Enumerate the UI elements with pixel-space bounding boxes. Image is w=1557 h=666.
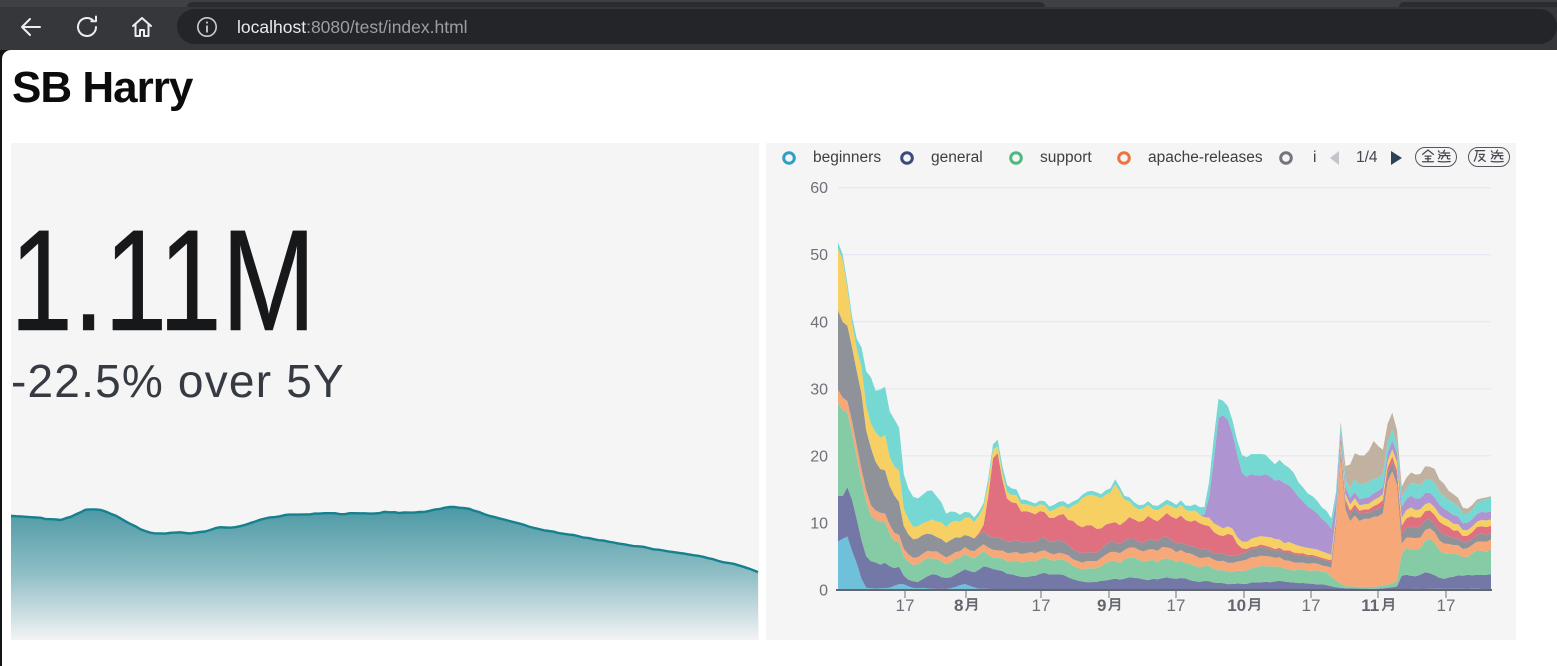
svg-text:17: 17 [1032,596,1051,615]
svg-text:8: 8 [954,596,963,615]
svg-text:11: 11 [1361,596,1379,615]
svg-text:17: 17 [1437,596,1456,615]
svg-text:40: 40 [810,314,828,331]
svg-text:17: 17 [1167,596,1186,615]
svg-text:17: 17 [1302,596,1321,615]
svg-text:10: 10 [1227,596,1246,615]
svg-text:50: 50 [810,247,828,264]
svg-text:60: 60 [810,180,828,197]
svg-text:0: 0 [819,583,828,600]
svg-text:17: 17 [896,596,915,615]
svg-text:20: 20 [810,448,828,465]
svg-text:30: 30 [810,381,828,398]
svg-text:10: 10 [810,516,828,533]
svg-text:9: 9 [1097,596,1106,615]
